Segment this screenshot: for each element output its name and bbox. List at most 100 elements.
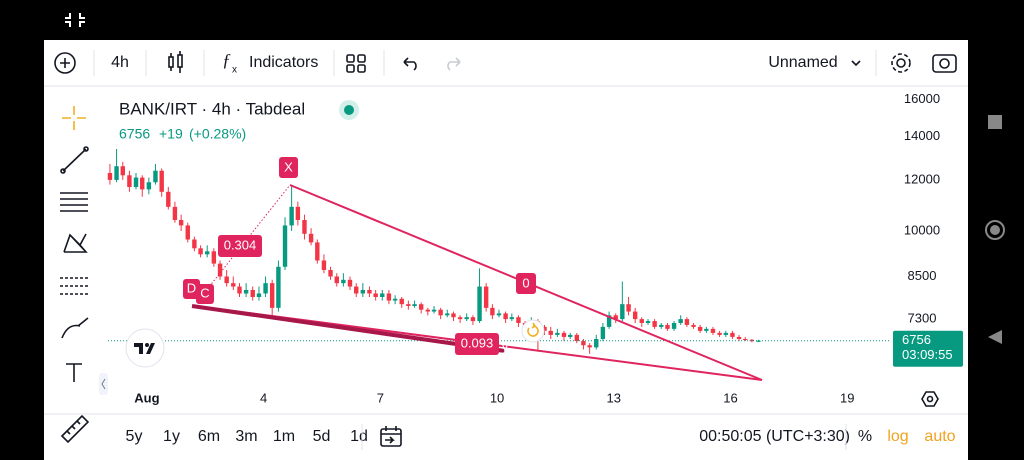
candle-body	[250, 289, 255, 297]
range-button[interactable]: 1d	[350, 428, 368, 445]
layout-chevron[interactable]	[851, 60, 861, 67]
y-tick-label: 10000	[904, 222, 940, 237]
candle-body	[516, 317, 521, 323]
candle-body	[256, 293, 262, 297]
candle-body	[360, 289, 366, 294]
log-toggle[interactable]: log	[887, 428, 908, 445]
candle-body	[445, 313, 450, 316]
range-button[interactable]: 1y	[163, 428, 180, 445]
auto-toggle[interactable]: auto	[924, 428, 955, 445]
tv-logo	[134, 343, 155, 354]
candle-body	[626, 304, 631, 312]
candle-body	[600, 326, 606, 339]
candle-body	[567, 334, 573, 337]
candle-body	[224, 276, 229, 284]
settings-icon[interactable]	[896, 58, 906, 68]
clock[interactable]: 00:50:05 (UTC+3:30)	[699, 428, 850, 445]
nav-back[interactable]	[988, 330, 1002, 344]
interval[interactable]: 4h	[111, 54, 129, 71]
candle-body	[678, 319, 683, 323]
range-button[interactable]: 3m	[235, 428, 257, 445]
tv-badge[interactable]	[125, 328, 165, 368]
axis-settings-dot	[926, 395, 934, 403]
toolbar: 4h ƒ x Indicators Unnamed	[54, 50, 957, 76]
layouts-icon[interactable]	[346, 54, 366, 73]
candle-body	[496, 313, 502, 316]
candle-body	[198, 248, 203, 255]
candle-body	[581, 341, 586, 346]
redo[interactable]	[447, 57, 461, 71]
candle-body	[373, 293, 378, 297]
candle-body	[192, 239, 197, 249]
snapshot-icon[interactable]	[932, 54, 957, 73]
nav-home[interactable]	[985, 220, 1005, 240]
candle-body	[231, 283, 236, 287]
drawing-toolbar	[60, 106, 108, 444]
candle-body	[321, 260, 327, 270]
x-tick-label: 16	[723, 390, 737, 405]
fib-tool[interactable]	[60, 192, 88, 212]
layout-name[interactable]: Unnamed	[768, 54, 837, 71]
candle-body	[477, 286, 482, 322]
candle-body	[645, 321, 651, 323]
candle-body	[140, 177, 145, 190]
ruler-tool[interactable]	[60, 414, 90, 444]
range-button[interactable]: 5y	[126, 428, 143, 445]
reset-button[interactable]	[521, 319, 545, 343]
crosshair-tool[interactable]	[62, 106, 86, 130]
candle-body	[276, 266, 281, 308]
x-tick-label: 13	[607, 390, 621, 405]
y-tick-label: 7300	[908, 311, 937, 326]
candle-body	[380, 293, 385, 297]
candle-body	[464, 317, 469, 320]
candle-body	[114, 166, 119, 180]
candle-body	[659, 324, 664, 327]
text-tool[interactable]	[66, 363, 82, 382]
point-label: D	[187, 280, 196, 295]
candle-body	[185, 225, 190, 240]
collapse-handle[interactable]	[99, 373, 108, 395]
candle-body	[704, 328, 709, 331]
pattern-tool[interactable]	[63, 233, 88, 253]
pattern-drawing: X D C 0.304 0.093 y 0	[183, 157, 763, 381]
candle-body	[302, 219, 307, 234]
candle-body	[717, 332, 722, 335]
indicators-button[interactable]: Indicators	[249, 54, 318, 71]
percent-toggle[interactable]: %	[858, 428, 872, 445]
label-box	[455, 333, 499, 355]
x-tick-label: 4	[260, 390, 267, 405]
candle-body	[438, 309, 443, 316]
candle-body	[632, 311, 638, 320]
price-change: +19	[159, 126, 183, 142]
candle-body	[315, 242, 320, 261]
undo[interactable]	[403, 57, 417, 71]
label-box	[516, 273, 536, 294]
candle-body	[509, 317, 515, 320]
candle-body	[211, 251, 217, 264]
brush-tool[interactable]	[61, 317, 89, 339]
compress-icon[interactable]	[65, 13, 85, 27]
candle-body	[639, 319, 644, 323]
candle-body	[153, 170, 158, 183]
legend-bg	[112, 96, 370, 146]
range-button[interactable]: 5d	[313, 428, 331, 445]
axis-settings[interactable]	[921, 391, 939, 407]
chart-type[interactable]	[168, 51, 183, 73]
nav-square[interactable]	[988, 115, 1002, 129]
x-tick-label: 19	[840, 390, 854, 405]
candle-body	[756, 340, 761, 342]
y-tick-label: 16000	[904, 91, 940, 106]
goto-date[interactable]	[380, 426, 402, 447]
candle-body	[743, 338, 748, 340]
range-button[interactable]: 6m	[198, 428, 220, 445]
candle-body	[295, 206, 301, 220]
candle-body	[574, 334, 580, 342]
candle-body	[736, 336, 742, 339]
range-button[interactable]: 1m	[273, 428, 295, 445]
add-symbol[interactable]	[54, 52, 76, 74]
point-label: y	[502, 340, 508, 354]
trendline-tool[interactable]	[62, 148, 87, 172]
symbol-title[interactable]: BANK/IRT · 4h · Tabdeal	[119, 99, 305, 118]
candle-body	[671, 322, 677, 329]
